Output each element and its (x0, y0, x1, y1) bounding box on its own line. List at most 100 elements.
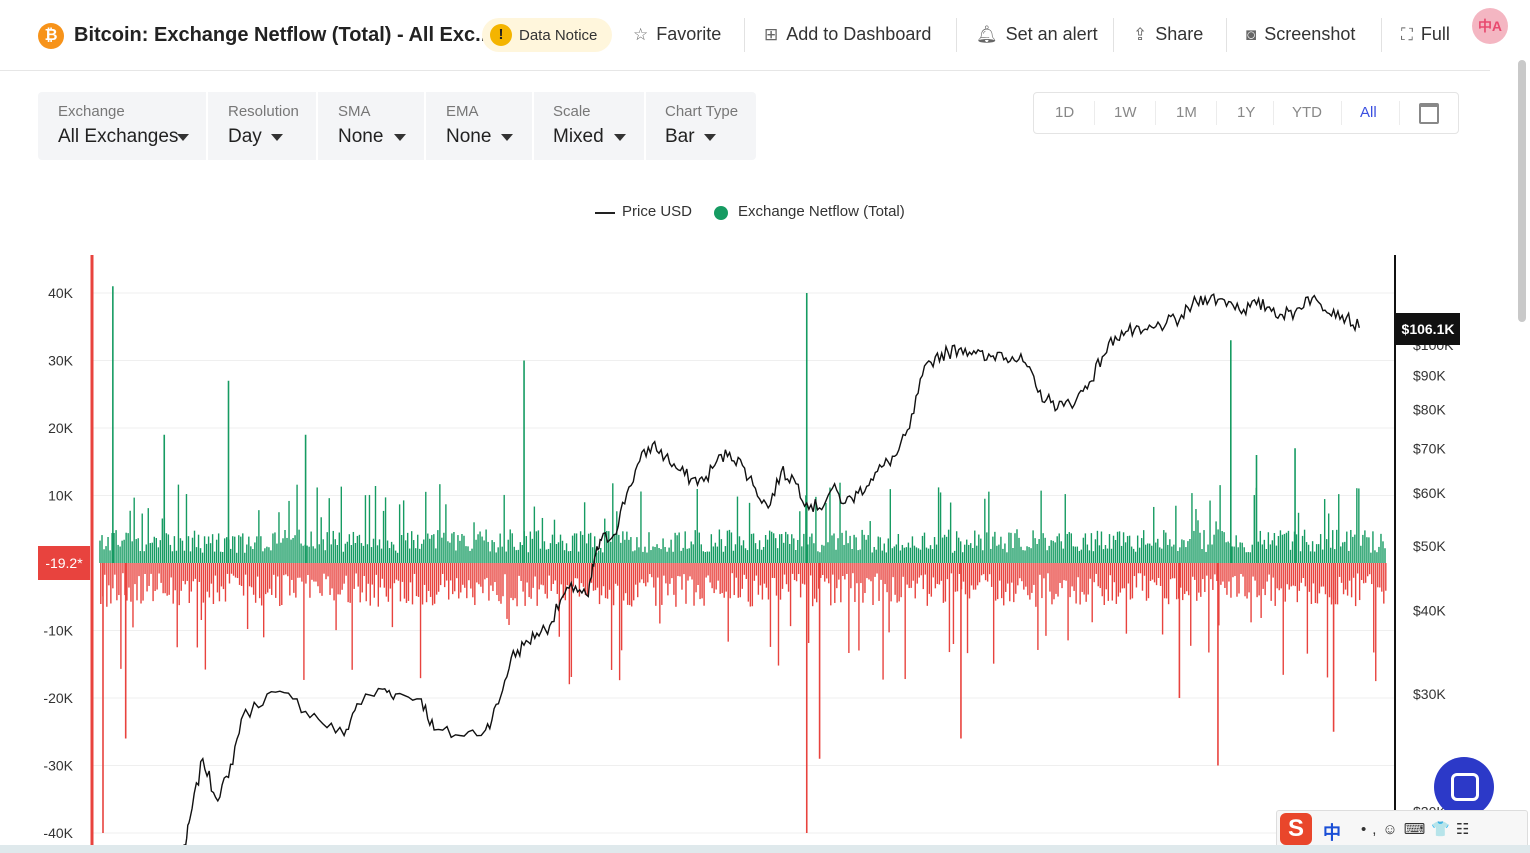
resolution-label: Resolution (228, 103, 299, 120)
divider (424, 92, 426, 160)
current-price-badge (1396, 313, 1460, 345)
data-notice-button[interactable]: ! Data Notice (482, 18, 612, 52)
chevron-down-icon (394, 134, 406, 141)
scrollbar[interactable] (1518, 60, 1526, 322)
range-1d-button[interactable]: 1D (1055, 104, 1075, 121)
current-price-label: $106.1K (1402, 321, 1455, 337)
page-title: Bitcoin: Exchange Netflow (Total) - All … (74, 24, 492, 46)
right-axis-tick-label: $80K (1413, 402, 1446, 418)
current-netflow-label: -19.2* (45, 555, 83, 571)
ema-value: None (446, 126, 492, 147)
left-axis-tick-label: 20K (48, 420, 74, 436)
chat-icon (1451, 773, 1479, 801)
chevron-down-icon (614, 134, 626, 141)
range-1m-button[interactable]: 1M (1176, 104, 1197, 121)
ema-label: EMA (446, 103, 479, 120)
add-to-dashboard-button[interactable]: ⊞ Add to Dashboard (764, 24, 931, 45)
right-axis-tick-label: $50K (1413, 538, 1446, 554)
divider (532, 92, 534, 160)
ime-lang-toggle[interactable]: 中 (1323, 823, 1341, 843)
ime-toolbar: S 中 •,☺⌨👕☷ (1276, 810, 1528, 850)
translate-avatar[interactable]: 中A (1472, 8, 1508, 44)
data-notice-label: Data Notice (519, 27, 598, 44)
divider (1216, 101, 1217, 125)
divider (1113, 18, 1114, 52)
bell-icon: 🔔︎ (976, 24, 998, 44)
chart-type-label: Chart Type (665, 103, 739, 120)
right-axis-tick-label: $30K (1413, 686, 1446, 702)
taskbar-edge (0, 845, 1530, 853)
sma-label: SMA (338, 103, 371, 120)
left-axis-tick-label: -30K (43, 758, 73, 774)
divider (956, 18, 957, 52)
divider (1341, 101, 1342, 125)
fullscreen-button[interactable]: ⛶ Full (1401, 24, 1450, 45)
warning-icon: ! (490, 24, 512, 46)
top-bar: ₿ Bitcoin: Exchange Netflow (Total) - Al… (0, 0, 1490, 71)
left-axis-tick-label: 30K (48, 353, 74, 369)
range-1w-button[interactable]: 1W (1114, 104, 1137, 121)
right-axis-tick-label: $70K (1413, 440, 1446, 456)
current-netflow-badge (38, 546, 90, 580)
left-axis-tick-label: 40K (48, 285, 74, 301)
range-all-button[interactable]: All (1360, 104, 1377, 121)
fullscreen-label: Full (1420, 24, 1450, 44)
scale-select[interactable]: Scale Mixed (534, 92, 644, 160)
camera-icon: ◙ (1246, 24, 1257, 44)
expand-icon: ⛶ (1401, 24, 1413, 44)
chart-controls: Exchange All Exchanges Resolution Day SM… (38, 92, 756, 160)
share-button[interactable]: ⇪ Share (1133, 24, 1203, 45)
legend-price-swatch (595, 212, 615, 214)
resolution-value: Day (228, 126, 262, 147)
add-to-dashboard-label: Add to Dashboard (786, 24, 932, 44)
ema-select[interactable]: EMA None (426, 92, 532, 160)
price-series-line (183, 293, 1360, 846)
calendar-icon[interactable] (1419, 103, 1439, 124)
divider (644, 92, 646, 160)
divider (1399, 101, 1400, 125)
divider (1381, 18, 1382, 52)
divider (1226, 18, 1227, 52)
favorite-label: Favorite (656, 24, 722, 44)
chat-support-button[interactable] (1434, 757, 1494, 817)
sma-value: None (338, 126, 384, 147)
ime-tools[interactable]: •,☺⌨👕☷ (1361, 821, 1476, 838)
range-1y-button[interactable]: 1Y (1237, 104, 1256, 121)
sma-select[interactable]: SMA None (318, 92, 424, 160)
bitcoin-icon: ₿ (38, 23, 64, 49)
exchange-select[interactable]: Exchange All Exchanges (38, 92, 206, 160)
share-icon: ⇪ (1133, 24, 1148, 44)
chart-type-select[interactable]: Chart Type Bar (646, 92, 756, 160)
favorite-button[interactable]: ☆ Favorite (633, 24, 721, 45)
left-axis-tick-label: -10K (43, 623, 73, 639)
legend-price-label[interactable]: Price USD (622, 203, 693, 220)
left-axis-tick-label: -20K (43, 690, 73, 706)
star-icon: ☆ (633, 24, 649, 44)
resolution-select[interactable]: Resolution Day (208, 92, 316, 160)
time-range-selector: 1D 1W 1M 1Y YTD All (1033, 92, 1459, 134)
left-axis-tick-label: 10K (48, 488, 74, 504)
screenshot-button[interactable]: ◙ Screenshot (1246, 24, 1355, 45)
legend-netflow-swatch (714, 206, 728, 220)
exchange-value: All Exchanges (58, 126, 179, 147)
chart-legend: Price USD Exchange Netflow (Total) (0, 203, 1490, 223)
right-axis-tick-label: $90K (1413, 368, 1446, 384)
sogou-logo-icon: S (1280, 813, 1312, 845)
divider (1273, 101, 1274, 125)
chevron-down-icon (501, 134, 513, 141)
exchange-label: Exchange (58, 103, 125, 120)
legend-netflow-label[interactable]: Exchange Netflow (Total) (738, 203, 905, 220)
divider (1094, 101, 1095, 125)
chart-type-value: Bar (665, 126, 695, 147)
divider (744, 18, 745, 52)
divider (316, 92, 318, 160)
dashboard-plus-icon: ⊞ (764, 24, 779, 44)
divider (206, 92, 208, 160)
netflow-chart: 40K30K20K10K-10K-20K-30K-40K$100K$90K$80… (38, 255, 1460, 846)
scale-value: Mixed (553, 126, 604, 147)
screenshot-label: Screenshot (1264, 24, 1356, 44)
scale-label: Scale (553, 103, 591, 120)
set-alert-button[interactable]: 🔔︎ Set an alert (976, 24, 1098, 45)
range-ytd-button[interactable]: YTD (1292, 104, 1322, 121)
share-label: Share (1155, 24, 1204, 44)
